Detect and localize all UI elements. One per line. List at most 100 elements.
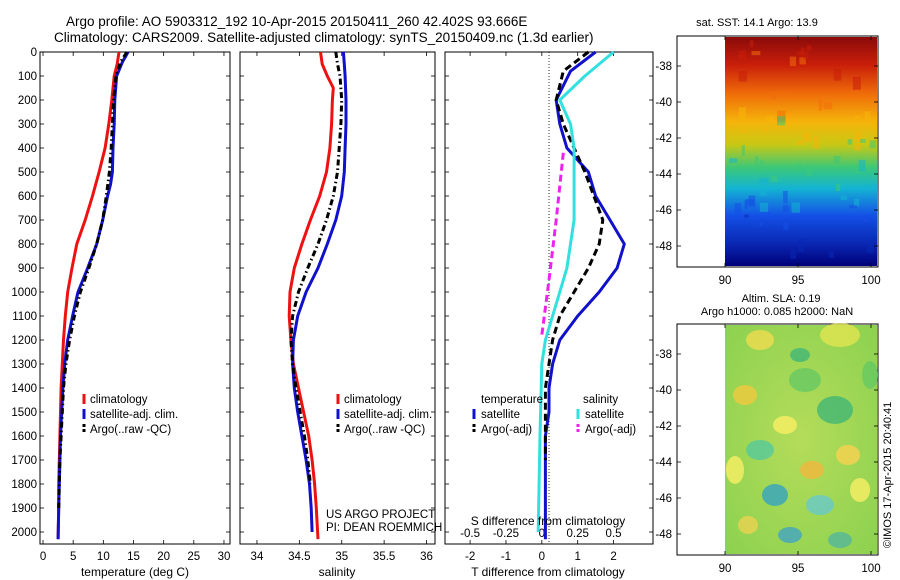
sst-texture-patch xyxy=(790,250,796,259)
sst-texture-patch xyxy=(759,160,764,172)
t-difference-axis: -2 -1 0 1 2 xyxy=(465,52,617,563)
s-tick-label: -0.25 xyxy=(493,528,519,540)
sst-texture-patch xyxy=(864,111,871,119)
lat-tick-label: -38 xyxy=(655,349,672,361)
difference-depth-ticks xyxy=(445,51,653,533)
lat-tick-label: -46 xyxy=(655,493,672,505)
s-tick-label: 0.5 xyxy=(606,528,622,540)
depth-tick-label: 2000 xyxy=(11,527,37,539)
sst-texture-patch xyxy=(759,178,768,185)
sst-texture-patch xyxy=(836,183,841,192)
legend-header: salinity xyxy=(583,394,618,406)
sst-texture-patch xyxy=(738,71,748,82)
sst-texture-patch xyxy=(797,163,802,171)
sst-texture-patch xyxy=(759,202,769,212)
argo-raw-qc-line xyxy=(57,51,129,509)
lat-tick-label: -44 xyxy=(655,457,672,469)
lat-tick-label: -42 xyxy=(655,421,672,433)
sla-anomaly-patch xyxy=(820,323,860,347)
sla-anomaly-patch xyxy=(817,396,853,424)
sst-texture-patch xyxy=(783,190,788,204)
temperature-satellite-line xyxy=(543,50,626,540)
sst-texture-patch xyxy=(869,140,877,149)
temperature-xlabel: temperature (deg C) xyxy=(81,565,189,579)
sst-field xyxy=(725,37,877,266)
sst-texture-patch xyxy=(791,202,801,213)
legend-label: satellite xyxy=(585,409,624,421)
sla-anomaly-patch xyxy=(762,484,788,506)
sst-texture-patch xyxy=(759,222,763,227)
s-tick-label: -0.5 xyxy=(460,528,480,540)
sst-texture-patch xyxy=(840,195,848,200)
lon-tick-label: 95 xyxy=(792,275,805,287)
sst-texture-patch xyxy=(760,187,767,196)
sst-texture-patch xyxy=(852,76,861,90)
sst-texture-patch xyxy=(796,140,804,145)
x-tick-label: 25 xyxy=(187,551,200,563)
depth-tick-label: 900 xyxy=(18,263,37,275)
legend-label: Argo(-adj) xyxy=(481,424,532,436)
salinity-satellite-line xyxy=(536,50,615,533)
salinity-panel: 34 34.5 35 35.5 36 salinity climatology satel… xyxy=(239,51,442,579)
sla-map-panel: Altim. SLA: 0.19 Argo h1000: 0.085 h2000… xyxy=(655,293,880,575)
salinity-xlabel: salinity xyxy=(319,565,356,579)
argo-raw-qc-line xyxy=(289,51,344,485)
sst-texture-patch xyxy=(802,132,811,143)
sst-texture-patch xyxy=(744,214,749,218)
salinity-axes-frame xyxy=(239,51,436,545)
x-tick-label: 0 xyxy=(40,551,46,563)
sst-texture-patch xyxy=(729,158,738,163)
x-tick-label: 34.5 xyxy=(288,551,310,563)
x-tick-label: 0 xyxy=(539,551,545,563)
sst-texture-patch xyxy=(806,164,812,177)
t-difference-xlabel: T difference from climatology xyxy=(471,565,625,579)
depth-tick-label: 1700 xyxy=(11,455,37,467)
sst-texture-patch xyxy=(869,184,877,190)
sla-anomaly-patch xyxy=(738,516,758,534)
x-tick-label: 5 xyxy=(70,551,76,563)
depth-tick-label: 800 xyxy=(18,239,37,251)
sla-anomaly-patch xyxy=(828,532,852,548)
s-difference-axis: -0.5 -0.25 0 0.25 0.5 xyxy=(460,528,621,540)
depth-axis: 0 100 200 300 400 500 600 700 800 900 1000 1100 1200… xyxy=(11,47,230,539)
lat-tick-label: -40 xyxy=(655,97,672,109)
sst-texture-patch xyxy=(727,119,733,124)
sla-anomaly-patch xyxy=(789,368,821,392)
depth-tick-label: 100 xyxy=(18,71,37,83)
sla-anomaly-patch xyxy=(773,416,797,434)
depth-tick-label: 500 xyxy=(18,167,37,179)
sst-texture-patch xyxy=(813,136,820,149)
sla-anomaly-patch xyxy=(806,495,834,515)
sla-anomaly-patch xyxy=(726,456,744,484)
depth-tick-label: 200 xyxy=(18,95,37,107)
sst-texture-patch xyxy=(799,57,806,65)
sla-field xyxy=(725,325,877,554)
sst-texture-patch xyxy=(811,185,815,189)
sla-anomaly-patch xyxy=(746,440,774,460)
depth-tick-label: 300 xyxy=(18,119,37,131)
legend-label: climatology xyxy=(90,394,148,406)
sla-anomaly-patch xyxy=(862,361,878,389)
sst-texture-patch xyxy=(782,205,789,213)
sst-texture-patch xyxy=(762,128,768,132)
sst-texture-patch xyxy=(806,45,812,51)
sst-texture-patch xyxy=(854,143,861,151)
sst-texture-patch xyxy=(789,56,797,67)
lon-tick-label: 100 xyxy=(861,563,880,575)
x-tick-label: 30 xyxy=(218,551,231,563)
lat-tick-label: -48 xyxy=(655,241,672,253)
sst-texture-patch xyxy=(858,159,866,172)
sst-texture-patch xyxy=(804,51,809,60)
depth-tick-label: 400 xyxy=(18,143,37,155)
legend-header: temperature xyxy=(481,394,543,406)
depth-tick-label: 1200 xyxy=(11,335,37,347)
s-tick-label: 0 xyxy=(539,528,545,540)
sst-field-texture xyxy=(727,40,877,259)
sla-map-title-1: Altim. SLA: 0.19 xyxy=(742,293,821,305)
lon-tick-label: 95 xyxy=(792,563,805,575)
depth-tick-label: 1500 xyxy=(11,407,37,419)
sst-map-panel: sat. SST: 14.1 Argo: 13.9 -38 -40 -42 -44 -4… xyxy=(655,17,880,287)
sst-texture-patch xyxy=(823,101,833,110)
